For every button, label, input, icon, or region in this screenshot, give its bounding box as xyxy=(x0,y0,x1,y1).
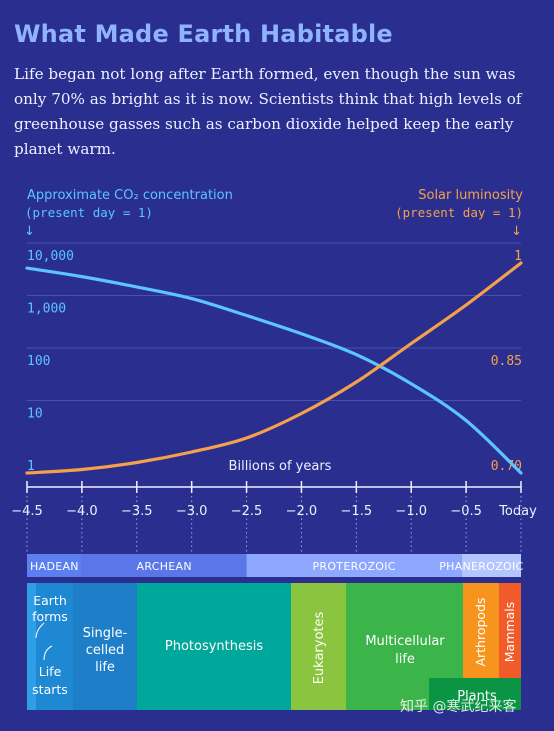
x-tick-label: −2.5 xyxy=(231,504,263,519)
earth-forms-label: Earth forms xyxy=(32,593,68,624)
x-tick-label: −4.5 xyxy=(11,504,43,519)
plants-block xyxy=(429,678,521,710)
page-title: What Made Earth Habitable xyxy=(14,20,393,48)
arthropods-block xyxy=(463,583,499,678)
series-lines xyxy=(25,261,523,475)
right-axis-label-line2: (present day = 1) xyxy=(395,205,523,220)
co2-series-line xyxy=(25,266,523,475)
eon-label: ARCHEAN xyxy=(137,560,192,573)
mammals-block xyxy=(499,583,521,678)
left-tick-label: 10,000 xyxy=(27,249,74,264)
photosynthesis-block xyxy=(137,583,291,710)
x-tick-label: −4.0 xyxy=(66,504,98,519)
life-events: Earth forms Life starts Single-celled life … xyxy=(27,583,521,710)
watermark: 知乎 @寒武纪来客 xyxy=(400,699,517,715)
gridlines xyxy=(27,242,521,401)
life-starts-label: Life starts xyxy=(32,664,68,697)
x-tick-label: −3.5 xyxy=(121,504,153,519)
x-tick-label: −1.5 xyxy=(341,504,373,519)
x-tick-label: −0.5 xyxy=(450,504,482,519)
life-starts-pointer xyxy=(43,645,53,661)
earth-forms-pointer xyxy=(35,622,45,639)
x-tick-label: −1.0 xyxy=(395,504,427,519)
eukaryotes-block xyxy=(291,583,346,710)
left-tick-label: 100 xyxy=(27,354,50,369)
x-tick-label: Today xyxy=(498,504,537,519)
mammals-label: Mammals xyxy=(502,602,517,662)
single-celled-label: Single-celled life xyxy=(83,626,128,675)
x-axis-label: Billions of years xyxy=(229,459,332,474)
x-tick-label: −3.0 xyxy=(176,504,208,519)
x-tick-label: −2.0 xyxy=(286,504,318,519)
eon-label: HADEAN xyxy=(30,560,79,573)
left-tick-label: 1,000 xyxy=(27,302,66,317)
right-tick-labels: 1 0.85 0.70 xyxy=(491,249,522,474)
left-tick-label: 10 xyxy=(27,407,43,422)
left-tick-label: 1 xyxy=(27,459,35,474)
multicellular-label: Multicellular life xyxy=(365,634,445,667)
intro-paragraph: Life began not long after Earth formed, … xyxy=(14,65,522,158)
eon-archean xyxy=(81,554,247,577)
arthropods-label: Arthropods xyxy=(473,597,488,666)
eon-bar: HADEAN ARCHEAN PROTEROZOIC PHANEROZOIC xyxy=(27,554,523,577)
x-tick-labels: −4.5 −4.0 −3.5 −3.0 −2.5 −2.0 −1.5 −1.0 −0.5 Toda… xyxy=(11,481,537,552)
luminosity-series-line xyxy=(25,261,523,475)
left-axis-arrow: ↓ xyxy=(24,224,35,239)
earth-forms-strip xyxy=(27,583,36,710)
eukaryotes-label: Eukaryotes xyxy=(312,611,327,684)
eon-label: PHANEROZOIC xyxy=(439,560,523,573)
eon-phanerozoic xyxy=(461,554,521,577)
plants-label: Plants xyxy=(457,689,497,704)
right-axis-label-line1: Solar luminosity xyxy=(418,188,523,203)
left-tick-labels: 10,000 1,000 100 10 1 xyxy=(27,249,74,474)
right-tick-label: 0.85 xyxy=(491,354,522,369)
eon-hadean xyxy=(27,554,82,577)
right-tick-label: 0.70 xyxy=(491,459,522,474)
single-celled-block xyxy=(73,583,137,710)
right-axis-arrow: ↓ xyxy=(511,224,522,239)
right-tick-label: 1 xyxy=(514,249,522,264)
left-axis-label-line2: (present day = 1) xyxy=(25,205,153,220)
left-axis-label-line1: Approximate CO₂ concentration xyxy=(27,188,233,203)
photosynthesis-label: Photosynthesis xyxy=(165,639,264,654)
eon-proterozoic xyxy=(246,554,462,577)
eon-label: PROTEROZOIC xyxy=(312,560,395,573)
